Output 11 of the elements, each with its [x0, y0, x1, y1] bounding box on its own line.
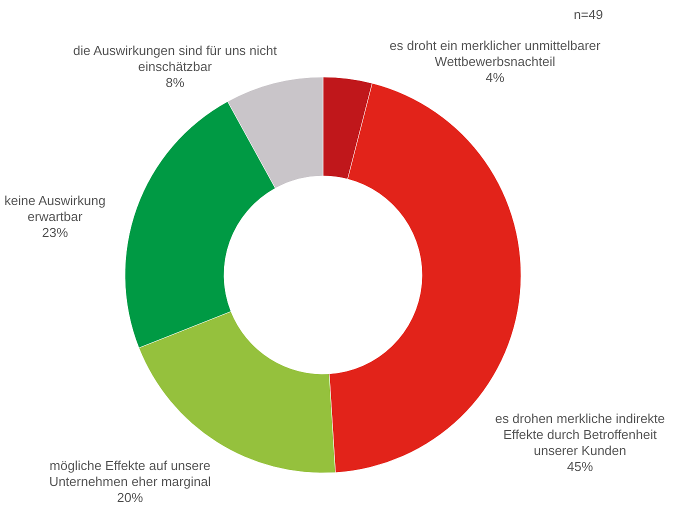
data-label: 20% [116, 490, 144, 505]
slice-label: es droht ein merklicher unmittelbarer Wettbewerbsnachteil [390, 38, 602, 69]
data-label: 45% [566, 459, 594, 474]
slice-label: es drohen merkliche indirekte Effekte durch Betroffenheit unserer Kunden [495, 411, 665, 458]
slice-label: mögliche Effekte auf unsere Unternehmen eher marginal [49, 458, 212, 489]
data-label: 8% [166, 75, 185, 90]
data-label: 23% [42, 225, 68, 240]
slice-label: die Auswirkungen sind für uns nicht einschätzbar [73, 43, 278, 74]
text: n=49 [574, 7, 603, 22]
slice-label: keine Auswirkung erwartbar [4, 193, 106, 224]
data-label: 4% [486, 70, 505, 85]
